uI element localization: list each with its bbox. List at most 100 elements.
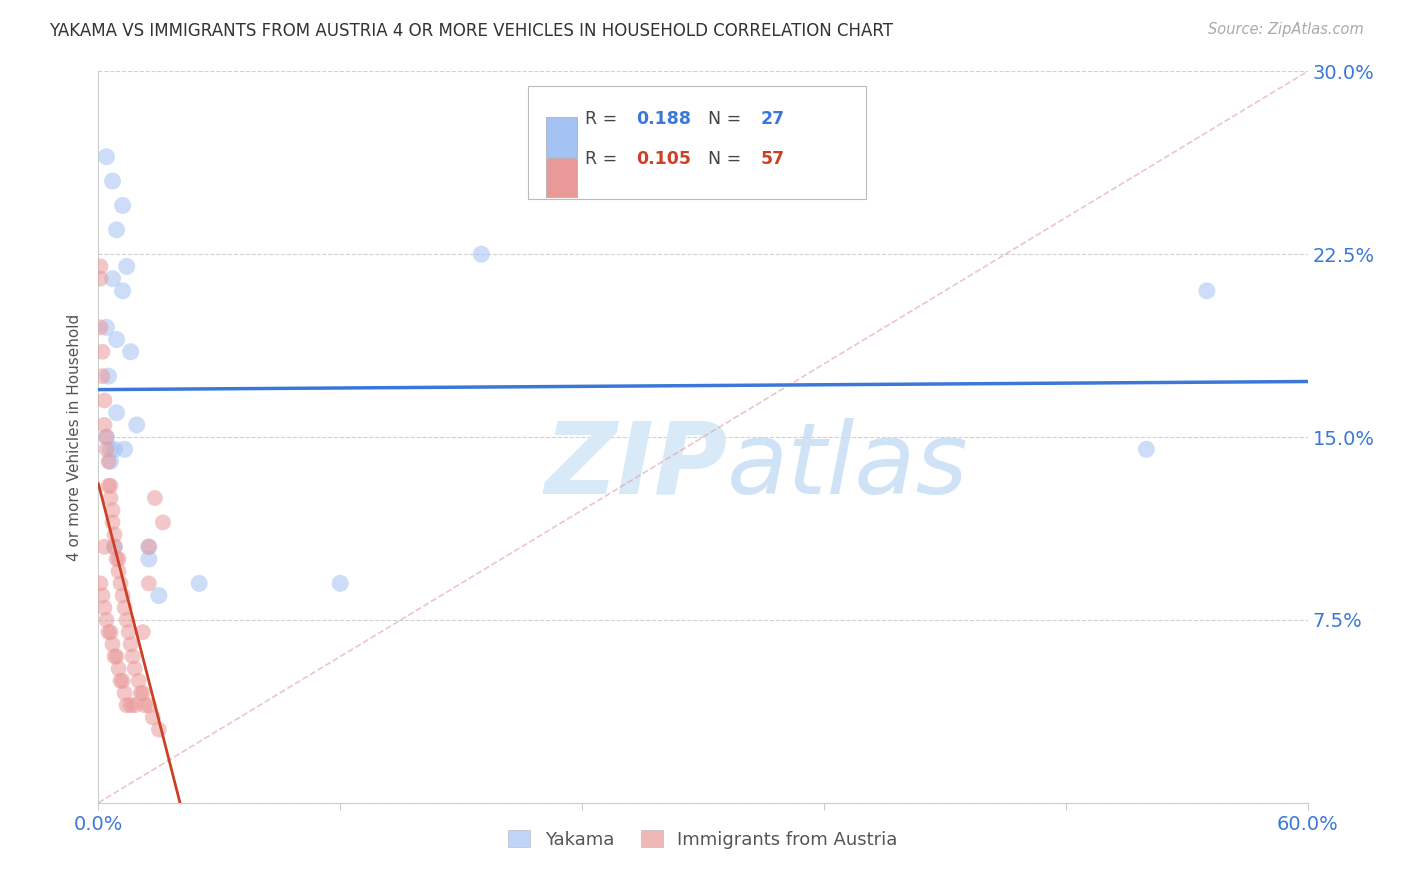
FancyBboxPatch shape — [546, 118, 578, 157]
Point — [124, 698, 146, 713]
Point — [110, 673, 132, 688]
Point — [89, 576, 111, 591]
Point — [1195, 284, 1218, 298]
Point — [107, 552, 129, 566]
Point — [100, 479, 122, 493]
FancyBboxPatch shape — [546, 158, 578, 197]
Point — [111, 673, 134, 688]
Point — [89, 260, 111, 274]
Text: N =: N = — [697, 110, 747, 128]
Text: 27: 27 — [761, 110, 785, 128]
Point — [115, 613, 138, 627]
Text: 0.188: 0.188 — [637, 110, 692, 128]
Point — [105, 649, 128, 664]
Point — [188, 576, 211, 591]
Point — [152, 516, 174, 530]
Point — [118, 625, 141, 640]
Point — [93, 600, 115, 615]
Text: N =: N = — [697, 150, 747, 168]
Point — [96, 613, 118, 627]
Point — [111, 198, 134, 212]
Point — [105, 333, 128, 347]
Point — [138, 552, 160, 566]
Text: atlas: atlas — [727, 417, 969, 515]
Point — [100, 625, 122, 640]
Text: 0.105: 0.105 — [637, 150, 692, 168]
Point — [97, 625, 120, 640]
Point — [91, 589, 114, 603]
Point — [132, 686, 155, 700]
Point — [114, 442, 136, 457]
Point — [115, 698, 138, 713]
Point — [101, 174, 124, 188]
Point — [138, 576, 160, 591]
Point — [120, 698, 142, 713]
Point — [128, 673, 150, 688]
Legend: Yakama, Immigrants from Austria: Yakama, Immigrants from Austria — [502, 823, 904, 856]
Point — [111, 284, 134, 298]
Point — [93, 540, 115, 554]
Point — [96, 320, 118, 334]
Text: 57: 57 — [761, 150, 785, 168]
Text: ZIP: ZIP — [544, 417, 727, 515]
Point — [103, 442, 125, 457]
Point — [114, 686, 136, 700]
Point — [103, 527, 125, 541]
Point — [470, 247, 492, 261]
Point — [114, 600, 136, 615]
Point — [115, 260, 138, 274]
Point — [105, 406, 128, 420]
Point — [103, 540, 125, 554]
Point — [91, 344, 114, 359]
Point — [143, 491, 166, 505]
Point — [121, 649, 143, 664]
Point — [124, 662, 146, 676]
Point — [129, 686, 152, 700]
Point — [148, 589, 170, 603]
Text: R =: R = — [585, 150, 623, 168]
Text: YAKAMA VS IMMIGRANTS FROM AUSTRIA 4 OR MORE VEHICLES IN HOUSEHOLD CORRELATION CH: YAKAMA VS IMMIGRANTS FROM AUSTRIA 4 OR M… — [49, 22, 893, 40]
Point — [132, 625, 155, 640]
Point — [120, 637, 142, 651]
Point — [110, 576, 132, 591]
Point — [111, 589, 134, 603]
Point — [91, 369, 114, 384]
Point — [120, 344, 142, 359]
Point — [1135, 442, 1157, 457]
Point — [134, 698, 156, 713]
Point — [107, 564, 129, 578]
Point — [89, 320, 111, 334]
Point — [96, 430, 118, 444]
Point — [107, 662, 129, 676]
Point — [138, 540, 160, 554]
Point — [138, 540, 160, 554]
Point — [103, 540, 125, 554]
Point — [89, 271, 111, 285]
Point — [100, 454, 122, 468]
Point — [148, 723, 170, 737]
FancyBboxPatch shape — [527, 86, 866, 200]
Point — [100, 442, 122, 457]
Text: Source: ZipAtlas.com: Source: ZipAtlas.com — [1208, 22, 1364, 37]
Point — [96, 150, 118, 164]
Point — [125, 417, 148, 432]
Point — [105, 552, 128, 566]
Point — [96, 430, 118, 444]
Point — [105, 223, 128, 237]
Point — [97, 479, 120, 493]
Point — [101, 516, 124, 530]
Point — [142, 710, 165, 724]
Point — [97, 369, 120, 384]
Point — [93, 417, 115, 432]
Point — [103, 649, 125, 664]
Point — [101, 271, 124, 285]
Text: R =: R = — [585, 110, 623, 128]
Point — [101, 503, 124, 517]
Point — [100, 491, 122, 505]
Point — [97, 454, 120, 468]
Point — [96, 442, 118, 457]
Point — [138, 698, 160, 713]
Point — [101, 637, 124, 651]
Y-axis label: 4 or more Vehicles in Household: 4 or more Vehicles in Household — [67, 313, 83, 561]
Point — [93, 393, 115, 408]
